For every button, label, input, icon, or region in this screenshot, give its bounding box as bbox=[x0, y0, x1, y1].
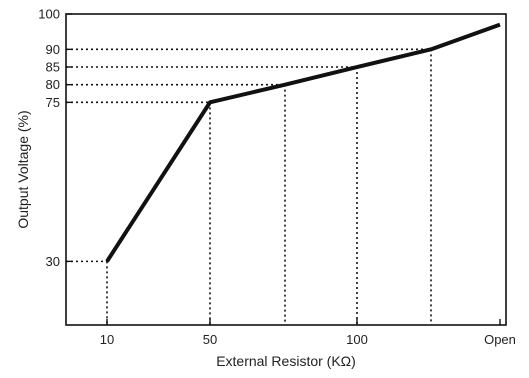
x-tick-label: 10 bbox=[100, 332, 114, 347]
x-axis-title: External Resistor (KΩ) bbox=[216, 353, 356, 369]
y-tick-label: 100 bbox=[38, 7, 60, 22]
x-tick-label: Open bbox=[484, 332, 516, 347]
y-axis-ticks: 30 75 80 85 90 100 bbox=[38, 7, 72, 269]
x-tick-label: 100 bbox=[346, 332, 368, 347]
y-tick-label: 30 bbox=[46, 254, 60, 269]
y-tick-label: 85 bbox=[46, 60, 60, 75]
y-axis-title: Output Voltage (%) bbox=[15, 110, 31, 228]
x-axis-ticks: 10 50 100 Open bbox=[100, 319, 516, 347]
y-tick-label: 80 bbox=[46, 77, 60, 92]
x-tick-label: 50 bbox=[203, 332, 217, 347]
plot-frame bbox=[65, 13, 507, 326]
reference-lines bbox=[66, 48, 432, 325]
y-tick-label: 90 bbox=[46, 42, 60, 57]
series-line bbox=[105, 22, 501, 263]
y-tick-label: 75 bbox=[46, 95, 60, 110]
